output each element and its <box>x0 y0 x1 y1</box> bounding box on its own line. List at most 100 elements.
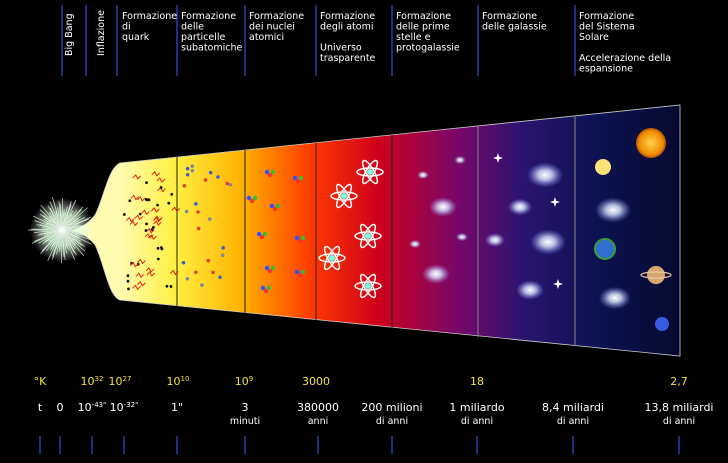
value-label: di anni <box>663 416 695 427</box>
stage-label: delle galassie <box>482 22 547 33</box>
value-exponent: -32" <box>124 401 139 409</box>
nucleus <box>263 232 267 236</box>
particle <box>209 171 213 175</box>
stage-label: delle <box>181 22 204 33</box>
value-label: 10-32" <box>110 401 139 414</box>
galaxy <box>508 199 532 216</box>
value-label: 3 <box>242 401 249 414</box>
particle <box>194 202 198 206</box>
galaxy <box>530 229 566 254</box>
particle <box>194 271 198 275</box>
particle <box>139 213 142 216</box>
particle <box>196 210 200 214</box>
particle <box>216 175 220 179</box>
particle <box>185 210 189 214</box>
galaxy <box>422 264 450 284</box>
particle <box>186 167 190 171</box>
nucleus <box>271 170 275 174</box>
value-base: 10 <box>110 401 124 414</box>
value-label: 1010 <box>167 375 190 388</box>
stage-label: dei nuclei <box>249 22 295 33</box>
value-base: 10 <box>235 375 249 388</box>
particle <box>152 226 155 229</box>
particle <box>157 258 160 261</box>
particle <box>157 247 160 250</box>
stage-label: espansione <box>579 64 633 75</box>
particle <box>218 276 222 280</box>
atom-nucleus <box>367 169 373 175</box>
value-exponent: 32 <box>95 375 104 383</box>
value-label: di anni <box>461 416 493 427</box>
nucleus <box>267 286 271 290</box>
galaxy <box>429 197 457 217</box>
stage-label: del Sistema <box>579 22 635 33</box>
particle <box>146 198 149 201</box>
bottom-ticks <box>40 436 679 454</box>
value-base: 10 <box>78 401 92 414</box>
galaxy <box>516 280 544 300</box>
galaxy <box>485 233 505 247</box>
value-base: 10 <box>167 375 181 388</box>
particle <box>167 202 170 205</box>
value-label: 380000 <box>297 401 339 414</box>
particle <box>145 181 148 184</box>
value-label: 8,4 miliardi <box>542 401 604 414</box>
particle <box>206 259 210 263</box>
stage-label: particelle <box>181 32 225 43</box>
particle <box>208 217 212 221</box>
particle <box>197 227 201 231</box>
atom-nucleus <box>341 193 347 199</box>
stage-label: Formazione <box>579 11 634 22</box>
particle <box>225 182 229 186</box>
value-label: 3000 <box>302 375 330 388</box>
nucleus <box>276 204 280 208</box>
galaxy <box>409 240 421 248</box>
stage-label: subatomiche <box>181 43 242 54</box>
value-exponent: 27 <box>123 375 132 383</box>
particle <box>183 184 187 188</box>
particle <box>127 274 130 277</box>
particle <box>182 261 186 265</box>
value-exponent: -43" <box>92 401 107 409</box>
stage-label: Formazione <box>122 11 177 22</box>
stage-label: atomici <box>249 32 284 43</box>
value-label: 2,7 <box>670 375 688 388</box>
value-label: 1027 <box>109 375 132 388</box>
atom-nucleus <box>329 255 335 261</box>
stage-label: Formazione <box>320 11 375 22</box>
value-label: di anni <box>376 416 408 427</box>
sun <box>636 128 666 158</box>
time-unit: t <box>38 401 43 414</box>
stage-label: trasparente <box>320 53 376 64</box>
stage-label: Big Bang <box>64 13 75 56</box>
particle <box>186 277 190 281</box>
particle <box>221 254 225 258</box>
value-label: anni <box>308 416 329 427</box>
particle <box>170 193 173 196</box>
particle <box>160 186 163 189</box>
galaxy <box>417 171 429 179</box>
galaxy <box>527 162 563 187</box>
star-small <box>595 159 611 175</box>
atom-nucleus <box>365 283 371 289</box>
stage-label: degli atomi <box>320 22 373 33</box>
value-label: 0 <box>57 401 64 414</box>
particle <box>127 280 130 283</box>
value-label: 1032 <box>81 375 104 388</box>
value-label: minuti <box>230 416 260 427</box>
stage-label: Formazione <box>482 11 537 22</box>
particle <box>190 164 194 168</box>
value-label: 1" <box>171 401 183 414</box>
particle <box>145 229 148 232</box>
stage-label: Solare <box>579 32 609 43</box>
stage-label: Universo <box>320 43 362 54</box>
stage-label: di <box>122 22 131 33</box>
stage-label: Inflazione <box>96 10 107 56</box>
saturn <box>647 266 665 284</box>
nucleus <box>301 270 305 274</box>
value-label: 18 <box>470 375 484 388</box>
particle <box>160 246 163 249</box>
